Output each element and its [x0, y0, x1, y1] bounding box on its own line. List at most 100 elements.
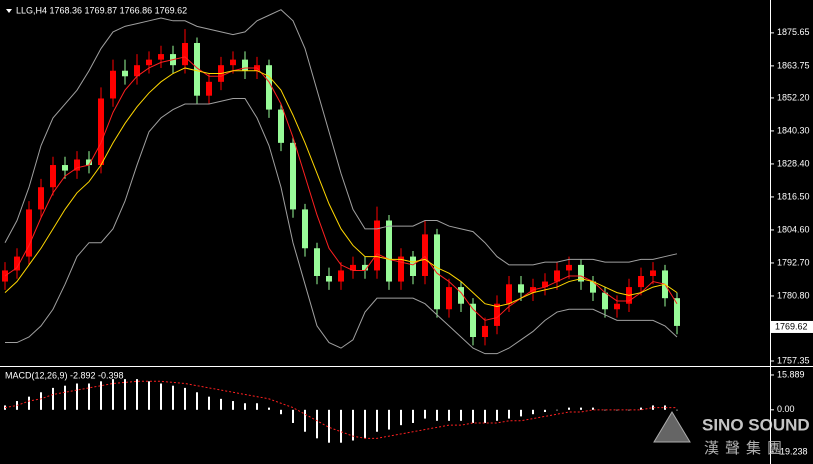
macd-bar — [496, 409, 498, 421]
candle-body — [38, 187, 44, 210]
macd-bar — [628, 409, 630, 411]
candle-body — [26, 209, 32, 257]
header-arrow — [6, 9, 12, 13]
y-tick-label: 1757.35 — [777, 355, 810, 365]
candle-body — [398, 256, 404, 282]
candle-body — [422, 234, 428, 276]
macd-bar — [436, 409, 438, 421]
macd-bar — [292, 409, 294, 423]
indicator-line — [4, 67, 678, 308]
y-tick-label: 15.889 — [777, 369, 805, 379]
y-tick-label: 1780.80 — [777, 290, 810, 300]
macd-bar — [208, 396, 210, 410]
y-tick-label: 1852.20 — [777, 92, 810, 102]
chart-title: LLG,H4 1768.36 1769.87 1766.86 1769.62 — [16, 5, 187, 15]
candle-body — [326, 275, 332, 282]
y-tick-label: 1875.65 — [777, 27, 810, 37]
macd-bar — [148, 381, 150, 410]
macd-bar — [424, 409, 426, 419]
macd-bar — [376, 409, 378, 432]
macd-bar — [556, 409, 558, 411]
indicator-line — [4, 9, 678, 266]
macd-bar — [664, 405, 666, 410]
macd-bar — [232, 401, 234, 410]
candle-body — [158, 54, 164, 60]
candle-body — [506, 284, 512, 304]
macd-bar — [256, 403, 258, 410]
macd-bar — [76, 383, 78, 410]
candle-body — [290, 142, 296, 210]
candle-body — [146, 59, 152, 66]
macd-bar — [40, 392, 42, 410]
y-tick-label: 1816.50 — [777, 191, 810, 201]
y-tick-label: 1863.75 — [777, 60, 810, 70]
y-tick-label: -19.238 — [777, 446, 808, 456]
candle-body — [482, 325, 488, 338]
macd-bar — [460, 409, 462, 421]
macd-bar — [52, 387, 54, 410]
candle-body — [194, 42, 200, 96]
candle-body — [458, 287, 464, 304]
macd-bar — [676, 409, 678, 411]
candle-body — [590, 281, 596, 293]
macd-bar — [448, 409, 450, 421]
macd-bar — [364, 409, 366, 439]
macd-bar — [568, 407, 570, 410]
candle-body — [386, 220, 392, 282]
candle-body — [98, 98, 104, 166]
macd-bar — [640, 407, 642, 410]
candle-body — [578, 264, 584, 282]
y-tick-label: 1792.70 — [777, 257, 810, 267]
watermark-brand: SINO SOUND — [702, 415, 810, 434]
macd-bar — [280, 409, 282, 415]
candle-body — [434, 234, 440, 310]
candle-body — [566, 264, 572, 271]
macd-bar — [124, 379, 126, 410]
macd-bar — [616, 409, 618, 411]
last-price-box — [771, 320, 813, 333]
macd-bar — [652, 405, 654, 410]
macd-bar — [388, 409, 390, 430]
macd-bar — [244, 403, 246, 410]
macd-bar — [28, 396, 30, 410]
watermark-subtitle: 漢聲集團 — [704, 440, 788, 457]
macd-bar — [472, 409, 474, 423]
candle-body — [86, 159, 92, 166]
macd-bar — [544, 409, 546, 413]
macd-bar — [328, 409, 330, 443]
candle-body — [74, 159, 80, 171]
candle-body — [350, 264, 356, 271]
candle-body — [302, 209, 308, 249]
macd-bar — [592, 407, 594, 410]
candle-body — [470, 303, 476, 338]
y-tick-label: 0.00 — [777, 404, 795, 414]
indicator-line — [5, 97, 678, 355]
candle-body — [62, 165, 68, 171]
macd-bar — [100, 381, 102, 410]
macd-bar — [64, 385, 66, 410]
candle-body — [110, 70, 116, 99]
candle-body — [542, 281, 548, 288]
last-price: 1769.62 — [775, 321, 808, 331]
macd-bar — [508, 409, 510, 419]
candle-body — [338, 270, 344, 282]
macd-bar — [112, 379, 114, 410]
macd-bar — [520, 409, 522, 417]
y-tick-label: 1828.40 — [777, 158, 810, 168]
candle-body — [14, 256, 20, 271]
macd-bar — [136, 379, 138, 410]
y-tick-label: 1840.30 — [777, 125, 810, 135]
candle-body — [278, 109, 284, 143]
candle-body — [374, 220, 380, 271]
logo-icon — [653, 411, 691, 443]
macd-bar — [160, 383, 162, 410]
candle-body — [266, 65, 272, 110]
candle-body — [518, 284, 524, 293]
macd-bar — [484, 409, 486, 423]
candle-body — [650, 270, 656, 276]
macd-bar — [88, 383, 90, 410]
candle-body — [494, 303, 500, 326]
macd-bar — [316, 409, 318, 439]
